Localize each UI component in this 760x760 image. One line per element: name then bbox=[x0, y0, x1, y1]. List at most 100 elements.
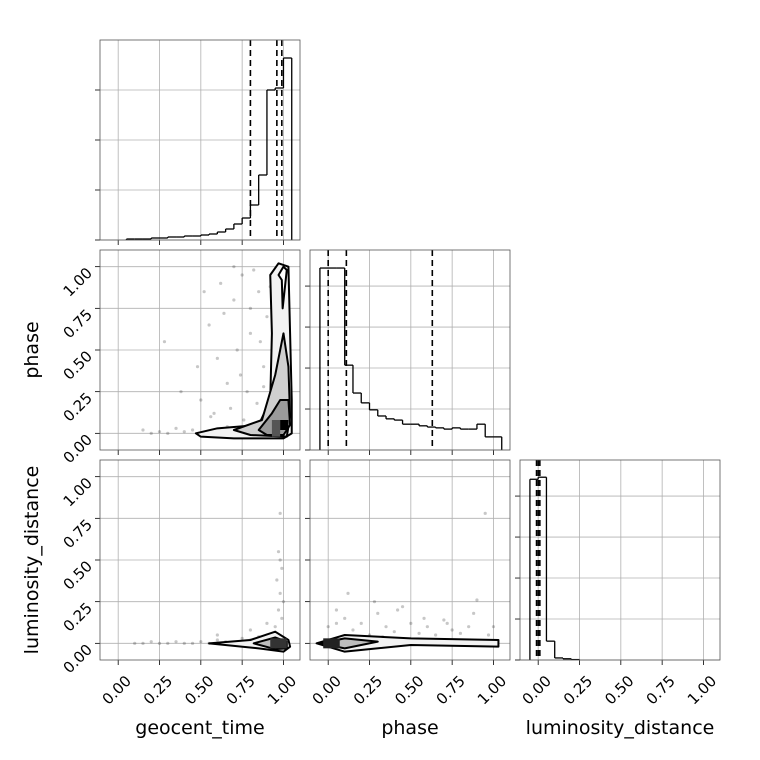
panel bbox=[305, 249, 511, 455]
x-tick-label: 0.00 bbox=[99, 672, 135, 708]
sample-point bbox=[258, 340, 262, 344]
sample-point bbox=[278, 511, 282, 515]
y-tick-label: 0.50 bbox=[60, 347, 96, 383]
sample-point bbox=[280, 616, 284, 620]
sample-point bbox=[442, 618, 446, 622]
y-tick-label: 0.00 bbox=[60, 641, 96, 677]
sample-point bbox=[280, 566, 284, 570]
sample-point bbox=[278, 591, 282, 595]
x-tick-label: 0.75 bbox=[433, 672, 469, 708]
y-tick-label: 0.00 bbox=[60, 431, 96, 467]
sample-point bbox=[262, 365, 266, 369]
density-cell bbox=[323, 638, 340, 649]
sample-point bbox=[248, 628, 253, 632]
sample-point bbox=[248, 331, 253, 335]
sample-point bbox=[149, 431, 153, 435]
sample-point bbox=[190, 641, 195, 645]
sample-point bbox=[450, 628, 454, 632]
density-cell bbox=[270, 638, 287, 649]
sample-point bbox=[265, 621, 269, 625]
sample-point bbox=[225, 381, 229, 385]
sample-point bbox=[334, 621, 339, 625]
sample-point bbox=[179, 390, 183, 394]
sample-point bbox=[215, 638, 219, 642]
sample-point bbox=[334, 608, 339, 612]
sample-point bbox=[409, 621, 413, 625]
sample-point bbox=[376, 611, 380, 615]
sample-point bbox=[133, 641, 137, 645]
sample-point bbox=[281, 600, 286, 604]
sample-point bbox=[275, 578, 279, 582]
x-tick-label: 0.00 bbox=[309, 672, 345, 708]
sample-point bbox=[240, 636, 244, 640]
sample-point bbox=[346, 591, 350, 595]
sample-point bbox=[400, 605, 405, 609]
x-axis-label: luminosity_distance bbox=[526, 717, 715, 739]
sample-point bbox=[434, 633, 438, 637]
sample-point bbox=[445, 621, 449, 625]
sample-point bbox=[278, 558, 282, 562]
panel: 0.00 0.25 0.50 0.75 1.000.000.250.500.751.00… bbox=[21, 459, 301, 739]
x-tick-label: 1.00 bbox=[684, 672, 720, 708]
sample-point bbox=[199, 398, 203, 402]
x-tick-label: 0.25 bbox=[350, 672, 386, 708]
sample-point bbox=[242, 418, 246, 422]
sample-point bbox=[372, 600, 377, 604]
y-tick-label: 0.25 bbox=[60, 599, 96, 635]
sample-point bbox=[157, 641, 162, 645]
sample-point bbox=[245, 390, 249, 394]
panel-frame bbox=[99, 39, 301, 241]
sample-point bbox=[215, 356, 219, 360]
sample-point bbox=[475, 598, 479, 602]
sample-point bbox=[207, 323, 211, 327]
sample-point bbox=[273, 625, 277, 629]
sample-point bbox=[232, 265, 236, 269]
sample-point bbox=[149, 640, 153, 644]
panel-frame bbox=[99, 459, 301, 661]
sample-point bbox=[472, 611, 476, 615]
sample-point bbox=[422, 616, 426, 620]
sample-point bbox=[276, 608, 281, 612]
y-tick-label: 0.75 bbox=[60, 306, 96, 342]
sample-point bbox=[359, 621, 363, 625]
sample-point bbox=[255, 401, 259, 405]
sample-point bbox=[276, 550, 281, 554]
sample-point bbox=[262, 385, 266, 389]
sample-point bbox=[392, 630, 396, 634]
sample-point bbox=[238, 373, 243, 377]
x-tick-label: 0.50 bbox=[601, 672, 637, 708]
x-tick-label: 0.00 bbox=[519, 672, 555, 708]
sample-point bbox=[222, 311, 226, 315]
sample-point bbox=[458, 631, 463, 635]
sample-point bbox=[212, 411, 216, 415]
sample-point bbox=[491, 625, 496, 629]
plot-area bbox=[141, 262, 293, 440]
hist-edge bbox=[125, 58, 293, 240]
sample-point bbox=[417, 631, 421, 635]
sample-point bbox=[157, 430, 162, 434]
sample-point bbox=[265, 315, 269, 319]
sample-point bbox=[467, 625, 471, 629]
sample-point bbox=[215, 633, 219, 637]
panel: 0.00 0.25 0.50 0.75 1.00 luminosity_distance bbox=[515, 459, 721, 739]
y-axis-label: luminosity_distance bbox=[21, 466, 43, 655]
x-tick-label: 0.50 bbox=[181, 672, 217, 708]
panel-frame bbox=[99, 249, 301, 451]
x-tick-label: 1.00 bbox=[474, 672, 510, 708]
sample-point bbox=[384, 625, 388, 629]
sample-point bbox=[209, 415, 213, 419]
plot-area bbox=[529, 460, 581, 660]
y-tick-label: 1.00 bbox=[60, 264, 96, 300]
sample-point bbox=[199, 640, 203, 644]
sample-point bbox=[190, 428, 195, 432]
sample-point bbox=[195, 365, 200, 369]
sample-point bbox=[351, 628, 355, 632]
sample-point bbox=[425, 625, 429, 629]
y-tick-label: 0.75 bbox=[60, 516, 96, 552]
y-tick-label: 1.00 bbox=[60, 474, 96, 510]
sample-point bbox=[228, 406, 233, 410]
x-axis-label: geocent_time bbox=[135, 717, 264, 739]
